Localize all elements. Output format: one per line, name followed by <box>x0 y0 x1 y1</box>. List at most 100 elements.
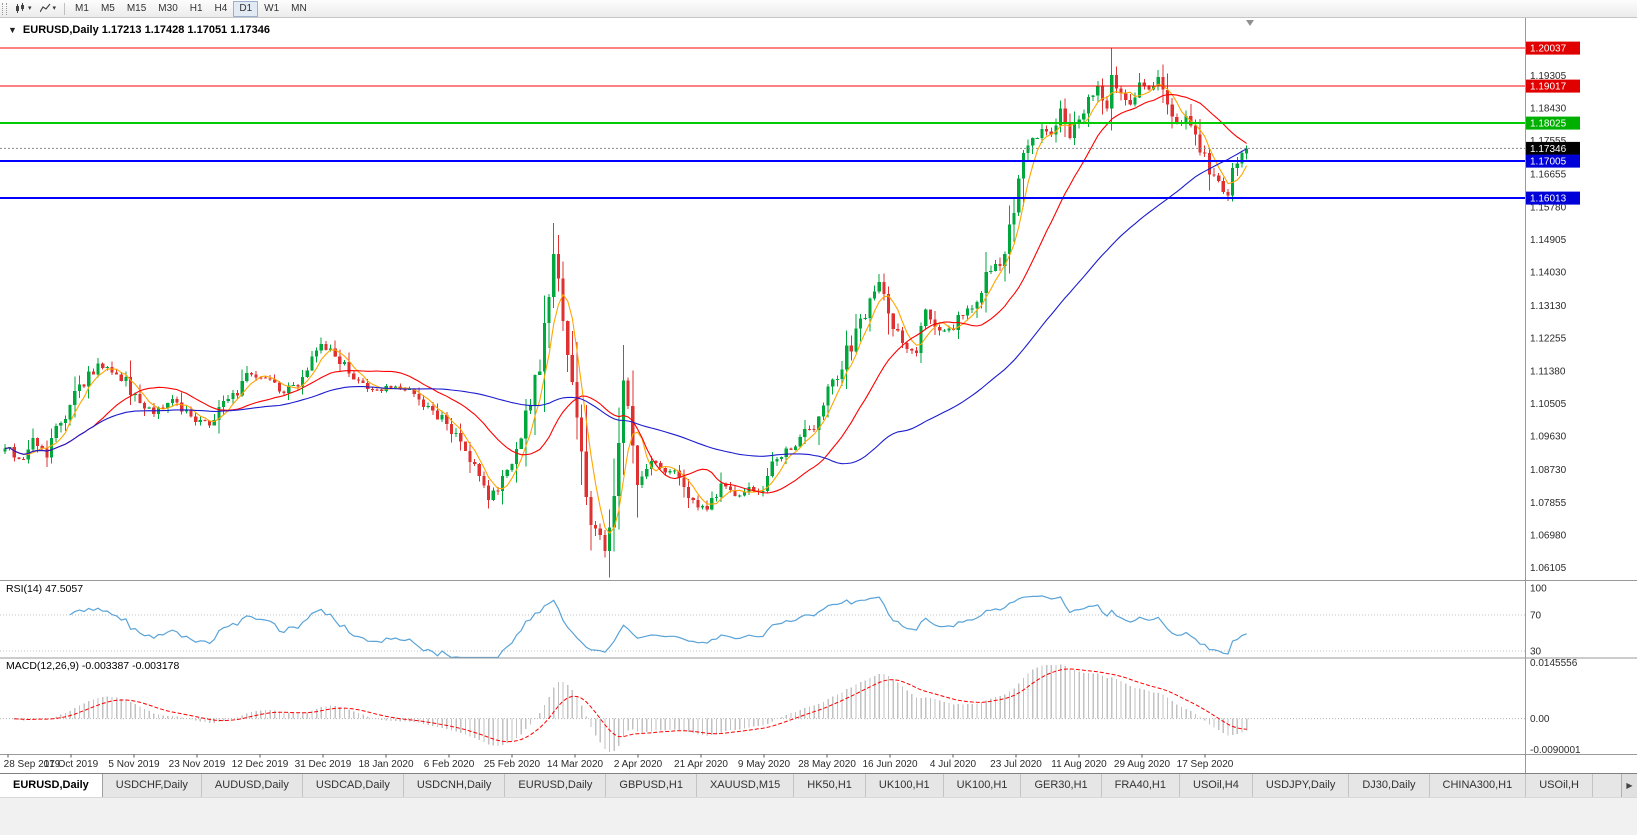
x-axis-label: 18 Jan 2020 <box>358 759 413 770</box>
chart-tab-china300-h1[interactable]: CHINA300,H1 <box>1429 774 1527 797</box>
x-axis-label: 21 Apr 2020 <box>674 759 728 770</box>
chart-tab-usoil-h[interactable]: USOil,H <box>1526 774 1593 797</box>
candlestick-series <box>3 48 1249 578</box>
y-axis-label: 1.18430 <box>1530 104 1567 115</box>
y-axis-label: 1.10505 <box>1530 399 1567 410</box>
y-axis-label: 1.06105 <box>1530 563 1567 574</box>
svg-text:-0.0090001: -0.0090001 <box>1530 745 1581 756</box>
svg-text:70: 70 <box>1530 611 1542 622</box>
svg-text:0.00: 0.00 <box>1530 714 1550 725</box>
toolbar-separator <box>64 2 66 15</box>
timeframe-mn[interactable]: MN <box>285 1 313 17</box>
chart-menu-button[interactable]: ▾ <box>36 1 61 17</box>
tab-scroll-right-button[interactable]: ▶ <box>1621 774 1637 797</box>
y-axis-label: 1.12255 <box>1530 334 1567 345</box>
chart-tab-uk100-h1[interactable]: UK100,H1 <box>865 774 944 797</box>
rsi-line <box>69 595 1247 658</box>
x-axis-label: 28 Sep 2019 <box>4 759 61 770</box>
chart-tab-uk100-h1[interactable]: UK100,H1 <box>943 774 1022 797</box>
y-axis-label: 1.16655 <box>1530 170 1567 181</box>
chart-tab-usdcad-daily[interactable]: USDCAD,Daily <box>302 774 404 797</box>
x-axis-label: 17 Oct 2019 <box>44 759 99 770</box>
status-bar <box>0 797 1637 835</box>
chart-tab-eurusd-daily[interactable]: EURUSD,Daily <box>0 774 103 797</box>
candlestick-chart-icon <box>16 3 24 13</box>
price-tag-label: 1.16013 <box>1530 194 1567 205</box>
chart-tab-dj30-daily[interactable]: DJ30,Daily <box>1349 774 1430 797</box>
price-tag-box <box>1526 41 1580 55</box>
price-tag-box <box>1526 191 1580 205</box>
moving-average-60 <box>4 148 1247 465</box>
toolbar-grip[interactable] <box>2 2 7 15</box>
x-axis-label: 12 Dec 2019 <box>232 759 289 770</box>
chart-shift-marker[interactable] <box>1246 20 1254 26</box>
y-axis-label: 1.14905 <box>1530 235 1567 246</box>
chart-tab-hk50-h1[interactable]: HK50,H1 <box>794 774 866 797</box>
svg-text:30: 30 <box>1530 647 1542 658</box>
chart-tab-usdchf-daily[interactable]: USDCHF,Daily <box>102 774 202 797</box>
y-axis-label: 1.06980 <box>1530 530 1567 541</box>
timeframe-m15[interactable]: M15 <box>121 1 152 17</box>
chart-tab-bar: EURUSD,Daily USDCHF,Daily AUDUSD,Daily USDC… <box>0 774 1637 797</box>
y-axis-label: 1.17555 <box>1530 136 1567 147</box>
chart-canvas[interactable]: 1.19305 1.18430 1.17555 1.16655 1.15780 1.149… <box>0 0 1637 774</box>
chart-tab-usdjpy-daily[interactable]: USDJPY,Daily <box>1252 774 1350 797</box>
chart-title-text: EURUSD,Daily 1.17213 1.17428 1.17051 1.1… <box>22 24 270 36</box>
top-toolbar: ▾ ▾ M1 M5 M15 M30 H1 H4 D1 W1 MN <box>0 0 1637 18</box>
macd-signal-line <box>14 668 1247 743</box>
chart-tab-gbpusd-h1[interactable]: GBPUSD,H1 <box>606 774 697 797</box>
y-axis-label: 1.13130 <box>1530 301 1567 312</box>
x-axis-label: 6 Feb 2020 <box>424 759 475 770</box>
chart-tab-audusd-daily[interactable]: AUDUSD,Daily <box>201 774 303 797</box>
timeframe-w1[interactable]: W1 <box>258 1 285 17</box>
timeframe-h1[interactable]: H1 <box>184 1 209 17</box>
chart-tab-ger30-h1[interactable]: GER30,H1 <box>1021 774 1102 797</box>
x-axis-label: 16 Jun 2020 <box>862 759 917 770</box>
price-tag-label: 1.17005 <box>1530 157 1567 168</box>
x-axis-label: 28 May 2020 <box>798 759 856 770</box>
x-axis-label: 14 Mar 2020 <box>547 759 604 770</box>
price-tag-box <box>1526 154 1580 168</box>
chart-style-button[interactable]: ▾ <box>11 1 36 17</box>
price-tag-label: 1.19017 <box>1530 82 1567 93</box>
chart-title: ▼ EURUSD,Daily 1.17213 1.17428 1.17051 1… <box>8 24 270 36</box>
timeframe-m5[interactable]: M5 <box>95 1 121 17</box>
price-tag-label: 1.20037 <box>1530 44 1567 55</box>
timeframe-buttons: M1 M5 M15 M30 H1 H4 D1 W1 MN <box>69 0 313 17</box>
macd-histogram <box>9 664 1248 752</box>
price-tag-box <box>1526 116 1580 130</box>
y-axis-label: 1.15780 <box>1530 202 1567 213</box>
chart-tab-usdcnh-daily[interactable]: USDCNH,Daily <box>403 774 506 797</box>
svg-text:0.0145556: 0.0145556 <box>1530 658 1578 669</box>
price-tag-label: 1.17346 <box>1530 144 1567 155</box>
chart-tab-fra40-h1[interactable]: FRA40,H1 <box>1101 774 1180 797</box>
symbol-dropdown-icon[interactable]: ▼ <box>8 25 17 35</box>
y-axis-label: 1.11380 <box>1530 366 1566 377</box>
moving-average-5 <box>4 83 1248 535</box>
chart-tab-xauusd-m15[interactable]: XAUUSD,M15 <box>696 774 795 797</box>
x-axis-label: 2 Apr 2020 <box>614 759 663 770</box>
price-axis: 1.19305 1.18430 1.17555 1.16655 1.15780 1.149… <box>1526 41 1580 574</box>
moving-average-20 <box>4 94 1247 494</box>
timeframe-d1[interactable]: D1 <box>233 0 259 17</box>
price-tag-box <box>1526 79 1580 93</box>
y-axis-label: 1.09630 <box>1530 432 1567 443</box>
svg-text:100: 100 <box>1530 584 1547 595</box>
timeframe-m30[interactable]: M30 <box>152 1 183 17</box>
chart-tab-usoil-h4[interactable]: USOil,H4 <box>1180 774 1253 797</box>
macd-axis: 0.0145556 0.00 -0.0090001 <box>1530 658 1581 756</box>
y-axis-label: 1.07855 <box>1530 498 1567 509</box>
x-axis-label: 29 Aug 2020 <box>1114 759 1171 770</box>
y-axis-label: 1.08730 <box>1530 465 1567 476</box>
x-axis-label: 4 Jul 2020 <box>930 759 977 770</box>
chart-tab-eurusd-daily[interactable]: EURUSD,Daily <box>505 774 607 797</box>
macd-label: MACD(12,26,9) -0.003387 -0.003178 <box>6 660 180 672</box>
y-axis-label: 1.14030 <box>1530 268 1567 279</box>
rsi-label: RSI(14) 47.5057 <box>6 583 84 595</box>
timeframe-h4[interactable]: H4 <box>209 1 234 17</box>
x-axis-label: 31 Dec 2019 <box>295 759 352 770</box>
chevron-down-icon: ▾ <box>52 5 57 12</box>
price-tag-label: 1.18025 <box>1530 119 1567 130</box>
timeframe-m1[interactable]: M1 <box>69 1 95 17</box>
